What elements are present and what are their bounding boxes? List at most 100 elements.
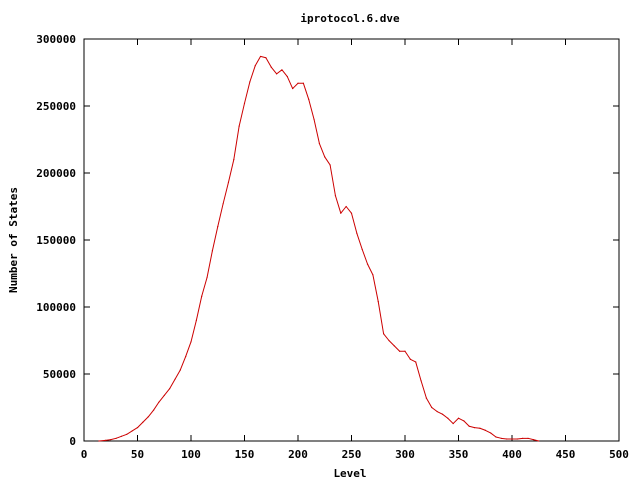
data-point [206, 276, 208, 279]
data-point [436, 410, 438, 413]
data-point [468, 425, 470, 427]
data-point [399, 350, 401, 352]
tick-marks [83, 38, 620, 442]
data-point [366, 263, 369, 265]
data-point [350, 212, 353, 214]
data-point [276, 73, 278, 75]
data-point [233, 159, 235, 161]
chart-title: iprotocol.6.dve [300, 12, 400, 25]
data-point [457, 417, 460, 419]
data-point [388, 339, 390, 342]
x-tick-label: 450 [556, 448, 576, 461]
data-point [120, 435, 123, 437]
y-tick-label: 150000 [36, 234, 76, 247]
series-line [98, 55, 539, 442]
x-tick-label: 400 [502, 448, 522, 461]
data-point [126, 433, 128, 435]
data-point [195, 319, 197, 321]
data-point [345, 205, 347, 208]
data-point [190, 341, 192, 343]
data-point [447, 417, 449, 419]
data-point [259, 55, 262, 58]
series [98, 55, 540, 442]
data-point [308, 98, 310, 100]
data-point [281, 69, 283, 71]
data-point [420, 380, 422, 382]
data-point [222, 203, 224, 205]
data-point [340, 212, 342, 214]
series-group [98, 55, 540, 442]
data-point [425, 397, 427, 399]
data-point [463, 420, 465, 422]
data-point [115, 437, 117, 439]
data-point [104, 439, 106, 441]
data-point [409, 358, 411, 360]
data-point [110, 439, 112, 441]
y-tick-label: 100000 [36, 301, 76, 314]
data-point [270, 66, 272, 68]
data-point [174, 378, 176, 380]
data-point [361, 248, 363, 250]
data-point [158, 401, 160, 403]
x-tick-label: 500 [609, 448, 629, 461]
y-axis-label: Number of States [7, 187, 20, 293]
y-tick-label: 300000 [36, 33, 76, 46]
x-tick-label: 0 [81, 448, 88, 461]
data-point [527, 437, 529, 439]
data-point [356, 232, 358, 234]
data-point [484, 429, 486, 431]
data-point [227, 181, 230, 183]
data-point [98, 440, 100, 442]
y-tick-label: 250000 [36, 100, 76, 113]
y-tick-label: 0 [69, 435, 76, 448]
data-point [324, 156, 326, 158]
data-point [490, 432, 492, 434]
data-point [511, 438, 513, 440]
data-point [532, 439, 535, 441]
data-point [217, 226, 219, 228]
data-point [441, 413, 444, 415]
data-point [506, 438, 508, 440]
data-point [431, 406, 433, 409]
data-point [500, 437, 502, 439]
data-point [201, 295, 203, 297]
x-tick-label: 50 [131, 448, 144, 461]
data-point [243, 102, 246, 104]
data-point [538, 440, 540, 442]
data-point [516, 438, 518, 440]
data-point [318, 142, 320, 145]
data-point [152, 409, 155, 411]
x-tick-label: 200 [288, 448, 308, 461]
x-tick-label: 300 [395, 448, 415, 461]
data-point [479, 427, 481, 429]
data-point [334, 195, 337, 197]
data-point [179, 369, 181, 371]
plot-frame [83, 38, 620, 442]
x-tick-label: 250 [342, 448, 362, 461]
y-tick-label: 200000 [36, 167, 76, 180]
x-tick-label: 150 [235, 448, 255, 461]
data-point [313, 118, 315, 120]
data-point [292, 87, 294, 90]
data-point [452, 422, 454, 425]
x-tick-label: 350 [449, 448, 469, 461]
data-point [265, 57, 267, 59]
data-point [495, 436, 497, 438]
data-point [163, 394, 165, 397]
data-point [383, 333, 385, 335]
data-point [297, 82, 299, 84]
data-point [473, 427, 476, 429]
data-point [404, 350, 406, 352]
data-point [302, 82, 304, 84]
data-point [522, 437, 524, 439]
data-point [142, 421, 144, 423]
data-point [238, 125, 240, 127]
x-axis-label: Level [333, 467, 366, 480]
x-tick-labels: 0 50 100 150 200 250 300 350 400 450 500 [81, 448, 629, 461]
y-tick-label: 50000 [43, 368, 76, 381]
data-point [131, 430, 133, 432]
data-point [377, 301, 379, 303]
data-point [286, 75, 288, 78]
data-point [185, 355, 187, 358]
data-point [249, 81, 251, 83]
